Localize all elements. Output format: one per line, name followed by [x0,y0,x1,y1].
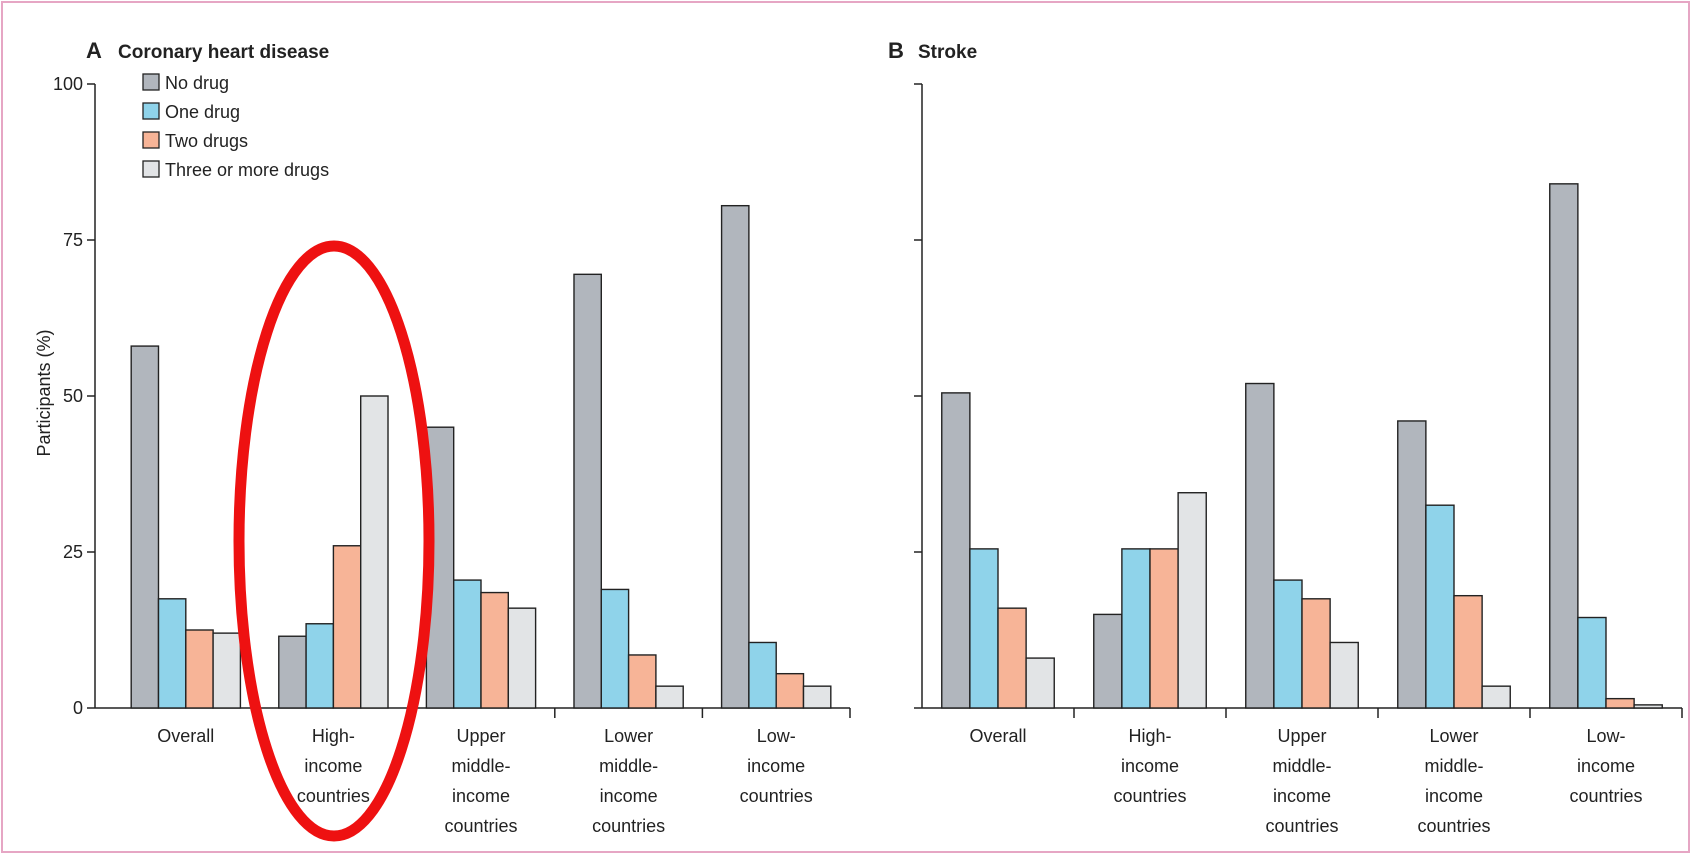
legend-swatch-three-or-more-drugs [142,160,160,178]
panel-b-x-category-label: Upper [1277,726,1326,746]
panel-b-bar-three-or-more-drugs [1329,641,1359,709]
panel-b-bar-three-or-more-drugs [1177,492,1207,709]
panel-b-x-category-label: High- [1128,726,1171,746]
y-axis-label: Participants (%) [34,329,54,456]
panel-b-x-category-label: income [1121,756,1179,776]
panel-a-y-tick-label: 50 [63,386,83,406]
panel-a-x-category-label: income [600,786,658,806]
panel-a-y-tick-label: 100 [53,74,83,94]
panel-b-bar-two-drugs [1453,594,1483,709]
panel-a-y-tick-label: 25 [63,542,83,562]
panel-a-x-category-label: middle- [599,756,658,776]
panel-b-bar-two-drugs [1301,598,1331,709]
panel-b-bar-one-drug [1121,548,1151,709]
panel-b-bar-three-or-more-drugs [1481,685,1511,709]
panel-b-bar-two-drugs [997,607,1027,709]
panel-b-x-category-label: Overall [969,726,1026,746]
panel-a-x-category-label: Low- [757,726,796,746]
panel-a-x-category-label: countries [444,816,517,836]
panel-a-x-category-label: Overall [157,726,214,746]
panel-b-x-category-label: Lower [1429,726,1478,746]
panel-a-bar-no-drug [130,345,160,709]
panel-a-x-category-label: countries [297,786,370,806]
panel-b-x-category-label: countries [1265,816,1338,836]
panel-b-letter: B [888,38,904,63]
legend-swatch-one-drug [142,102,160,120]
panel-b-bar-no-drug [1093,613,1123,709]
panel-a-bar-two-drugs [480,591,510,709]
panel-b-x-category-label: income [1577,756,1635,776]
panel-a-x-category-label: income [304,756,362,776]
legend-swatch-two-drugs [142,131,160,149]
panel-a-bar-no-drug [720,204,750,709]
panel-a-bar-one-drug [452,579,482,709]
panel-b-bar-one-drug [1425,504,1455,709]
panel-b-bar-one-drug [1577,616,1607,709]
legend: No drug One drug Two drugs Three or more… [142,73,329,180]
panel-a-bar-three-or-more-drugs [802,685,832,709]
panel-b-bar-no-drug [1397,420,1427,709]
panel-b-bar-three-or-more-drugs [1633,704,1663,709]
panel-a-bar-no-drug [573,273,602,709]
panel-a-x-category-label: countries [740,786,813,806]
panel-b-bar-one-drug [1273,579,1303,709]
panel-b-x-category-label: countries [1113,786,1186,806]
panel-a-bar-one-drug [157,598,187,709]
panel-b-plot: Overall High-income countries Upper middle-i… [914,83,1683,836]
panel-b-bar-two-drugs [1149,548,1179,709]
legend-item-one-drug: One drug [142,102,240,122]
panel-a-x-category-label: income [747,756,805,776]
panel-b-x-category-label: income [1425,786,1483,806]
panel-b-x-category-label: countries [1417,816,1490,836]
panel-a-bar-one-drug [600,588,630,709]
legend-label-no-drug: No drug [165,73,229,93]
panel-a-x-category-label: income [452,786,510,806]
panel-a-x-category-label: Lower [604,726,653,746]
panel-a-y-tick-label: 0 [73,698,83,718]
panel-a-bar-three-or-more-drugs [655,685,684,709]
panel-a-title: Coronary heart disease [118,42,329,63]
panel-b-x-category-label: income [1273,786,1331,806]
panel-b-title: Stroke [918,42,977,63]
panel-b-x-category-label: middle- [1424,756,1483,776]
panel-a-bar-one-drug [748,641,777,709]
panel-a-y-tick-label: 75 [63,230,83,250]
panel-a-bar-three-or-more-drugs [507,607,537,709]
legend-label-three-or-more-drugs: Three or more drugs [165,160,329,180]
legend-item-three-or-more-drugs: Three or more drugs [142,160,329,180]
panel-b-bar-three-or-more-drugs [1025,657,1055,709]
panel-a-letter: A [86,38,102,63]
panel-a-bar-two-drugs [185,629,214,709]
legend-swatch-no-drug [142,73,160,91]
panel-b-x-category-label: countries [1569,786,1642,806]
panel-a-bar-two-drugs [332,545,362,709]
legend-label-two-drugs: Two drugs [165,131,248,151]
panel-b-bar-no-drug [1549,183,1579,709]
panel-b-bar-no-drug [941,392,971,709]
panel-a-bar-three-or-more-drugs [212,632,242,709]
panel-a-x-category-label: High- [312,726,355,746]
panel-b-x-category-label: Low- [1586,726,1625,746]
panel-a-x-category-label: countries [592,816,665,836]
panel-a-bar-two-drugs [627,654,657,709]
highlight-ellipse [233,240,435,842]
panel-a-bar-one-drug [305,623,335,709]
panel-a-x-category-label: Upper [456,726,505,746]
panel-a-bar-two-drugs [775,672,805,709]
panel-b-bar-one-drug [969,548,999,709]
panel-b-bar-no-drug [1245,382,1275,709]
panel-a-x-category-label: middle- [451,756,510,776]
panel-a-plot: 0 25 50 75 100 Overall High-income countries Upp… [53,74,851,836]
legend-item-no-drug: No drug [142,73,229,93]
panel-b-bar-two-drugs [1605,697,1635,709]
panel-a-bar-three-or-more-drugs [360,395,389,709]
legend-item-two-drugs: Two drugs [142,131,248,151]
panel-b-x-category-label: middle- [1272,756,1331,776]
panel-a-bar-no-drug [278,635,307,709]
legend-label-one-drug: One drug [165,102,240,122]
